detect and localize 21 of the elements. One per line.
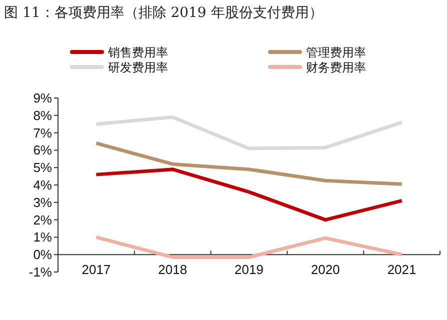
y-tick-label: 4% bbox=[33, 178, 52, 192]
y-tick-label: 2% bbox=[33, 212, 52, 228]
y-tick-label: 3% bbox=[33, 194, 52, 210]
y-tick-label: 1% bbox=[33, 230, 52, 245]
legend-label: 管理费用率 bbox=[306, 46, 366, 60]
legend-label: 财务费用率 bbox=[306, 60, 366, 74]
legend-label: 销售费用率 bbox=[107, 46, 168, 60]
x-tick-label: 2018 bbox=[158, 262, 188, 277]
y-tick-label: 7% bbox=[33, 125, 52, 140]
x-tick-label: 2020 bbox=[310, 262, 340, 277]
legend-label: 研发费用率 bbox=[108, 60, 168, 74]
y-tick-label: 8% bbox=[33, 108, 52, 123]
y-tick-label: 5% bbox=[33, 160, 52, 176]
title: 图 11：各项费用率（排除 2019 年股份支付费用） bbox=[4, 4, 324, 22]
y-tick-label: 6% bbox=[33, 142, 52, 158]
x-tick-label: 2019 bbox=[234, 262, 264, 277]
x-tick-label: 2017 bbox=[82, 262, 111, 277]
x-tick-label: 2021 bbox=[387, 262, 416, 277]
y-tick-label: 9% bbox=[33, 90, 52, 106]
y-tick-label: 0% bbox=[33, 247, 52, 262]
y-tick-label: -1% bbox=[28, 264, 52, 280]
